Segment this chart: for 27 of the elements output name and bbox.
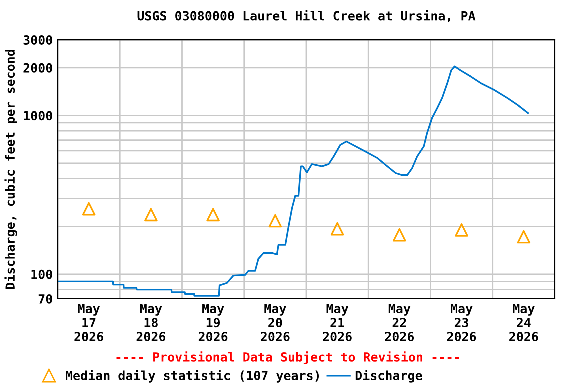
y-tick-label: 2000	[24, 63, 52, 73]
legend-label: Discharge	[356, 370, 422, 383]
line-series	[58, 66, 530, 297]
y-tick-label: 3000	[24, 35, 52, 45]
point	[330, 222, 344, 236]
y-tick-label: 1000	[24, 111, 52, 121]
point	[393, 228, 406, 242]
point	[82, 202, 96, 216]
x-tick-label: May 23 2026	[447, 304, 476, 342]
legend-label: Median daily statistic (107 years)	[66, 370, 320, 383]
y-tick-label: 70	[38, 294, 52, 304]
x-tick-label: May 19 2026	[198, 304, 228, 342]
x-tick-label: May 24 2026	[510, 304, 538, 342]
point	[517, 230, 531, 244]
x-tick-label: May 22 2026	[385, 304, 414, 342]
x-tick-label: May 20 2026	[261, 304, 290, 342]
point	[144, 208, 158, 222]
x-tick-label: May 17 2026	[74, 304, 104, 342]
point	[455, 224, 468, 237]
text: ---- Provisional Data Subject to Revision ----	[116, 352, 460, 364]
y-axis-title: Discharge, cubic feet per second	[4, 50, 18, 290]
point	[268, 214, 282, 228]
chart-title: USGS 03080000 Laurel Hill Creek at Ursina, PA	[138, 10, 476, 22]
x-tick-label: May 21 2026	[323, 304, 352, 342]
point	[206, 208, 220, 222]
x-tick-label: May 18 2026	[136, 304, 166, 342]
y-tick-label: 100	[32, 270, 52, 280]
